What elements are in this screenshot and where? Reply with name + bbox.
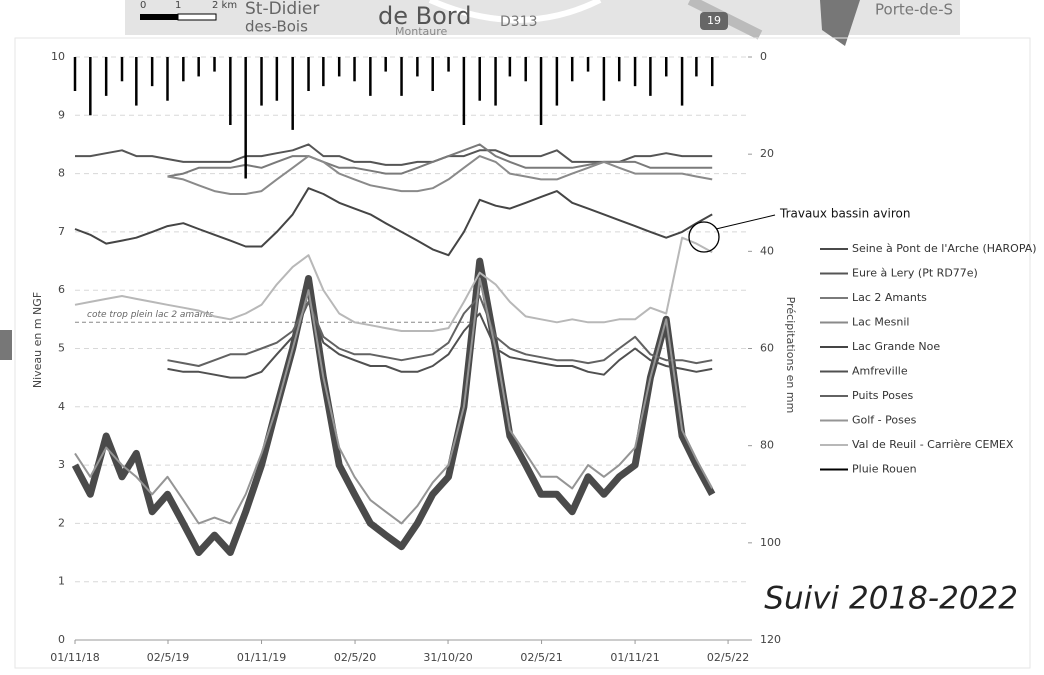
map-label: des-Bois (245, 18, 308, 36)
legend-label: Puits Poses (852, 389, 913, 402)
y-tick-label: 10 (51, 50, 65, 63)
y2-axis-label: Précipitations en mm (784, 297, 797, 414)
map-label: 19 (707, 14, 721, 27)
y-tick-label: 6 (58, 283, 65, 296)
y-tick-label: 8 (58, 167, 65, 180)
x-tick-label: 02/5/19 (147, 651, 189, 664)
legend-label: Amfreville (852, 365, 908, 378)
map-label: Porte-de-S (875, 1, 953, 19)
map-label: 2 km (212, 0, 237, 11)
y-tick-label: 7 (58, 225, 65, 238)
stamp: Suivi 2018-2022 (764, 581, 1018, 617)
y2-tick-label: 40 (760, 244, 774, 257)
x-tick-label: 02/5/21 (520, 651, 562, 664)
map-label: Montaure (395, 25, 447, 38)
legend-label: Val de Reuil - Carrière CEMEX (852, 438, 1014, 451)
y-axis-label: Niveau en m NGF (31, 292, 44, 388)
y-tick-label: 9 (58, 108, 65, 121)
x-tick-label: 01/11/19 (237, 651, 286, 664)
y2-tick-label: 60 (760, 342, 774, 355)
legend-label: Lac Mesnil (852, 316, 910, 329)
y2-tick-label: 20 (760, 147, 774, 160)
y-tick-label: 2 (58, 516, 65, 529)
map-scale (140, 14, 178, 20)
map-label: 0 (140, 0, 146, 11)
y2-tick-label: 100 (760, 536, 781, 549)
y-tick-label: 3 (58, 458, 65, 471)
legend-label: Golf - Poses (852, 414, 917, 427)
y-tick-label: 5 (58, 342, 65, 355)
legend-label: Lac 2 Amants (852, 291, 927, 304)
background (0, 0, 1044, 671)
legend-label: Pluie Rouen (852, 463, 917, 476)
map-label: 1 (175, 0, 181, 11)
legend-label: Eure à Lery (Pt RD77e) (852, 267, 978, 280)
y2-tick-label: 80 (760, 439, 774, 452)
y2-tick-label: 120 (760, 633, 781, 646)
x-tick-label: 02/5/20 (334, 651, 376, 664)
y2-tick-label: 0 (760, 50, 767, 63)
x-tick-label: 02/5/22 (707, 651, 749, 664)
y-tick-label: 4 (58, 400, 65, 413)
legend-label: Lac Grande Noe (852, 340, 940, 353)
map-scale (178, 14, 216, 20)
legend-label: Seine à Pont de l'Arche (HAROPA) (852, 242, 1037, 255)
y-tick-label: 1 (58, 575, 65, 588)
x-tick-label: 31/10/20 (423, 651, 472, 664)
page: 0 1 2 km St-Didier des-Bois de Bord Mont… (0, 0, 1044, 671)
x-tick-label: 01/11/21 (610, 651, 659, 664)
reference-label: cote trop plein lac 2 amants (87, 310, 214, 320)
map-label: D313 (500, 14, 538, 30)
x-tick-label: 01/11/18 (50, 651, 99, 664)
annotation: Travaux bassin aviron (779, 207, 910, 221)
y-tick-label: 0 (58, 633, 65, 646)
map-label: St-Didier (245, 0, 319, 19)
side-marker (0, 330, 12, 360)
